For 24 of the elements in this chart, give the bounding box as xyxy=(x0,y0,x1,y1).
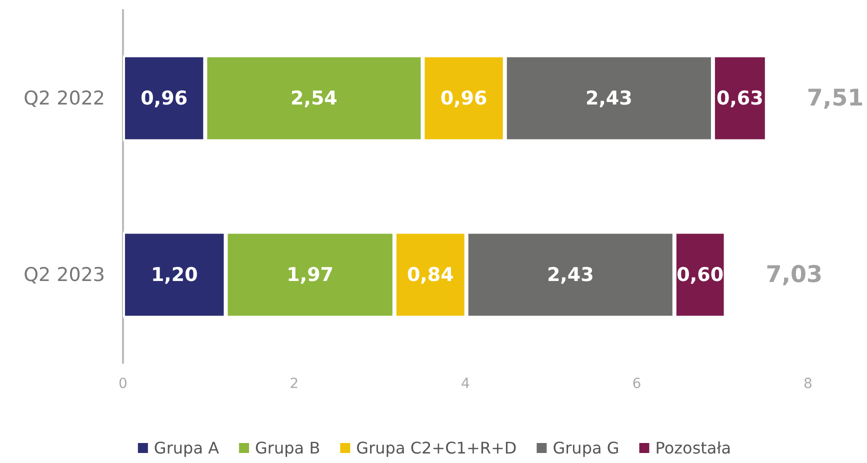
legend-label: Grupa A xyxy=(154,438,220,458)
x-tick-label: 4 xyxy=(461,376,470,392)
legend-label: Grupa C2+C1+R+D xyxy=(356,438,517,458)
x-tick-label: 0 xyxy=(118,376,128,392)
data-label: 0,96 xyxy=(440,87,488,110)
data-label: 2,54 xyxy=(290,87,338,110)
data-label: 1,20 xyxy=(150,264,198,286)
legend-label: Pozostała xyxy=(655,438,732,458)
data-label: 0,60 xyxy=(676,264,724,286)
y-tick-label: Q2 2022 xyxy=(24,87,105,110)
x-tick-label: 6 xyxy=(632,376,642,392)
x-tick-label: 8 xyxy=(804,376,812,392)
legend-label: Grupa B xyxy=(255,438,320,458)
total-label: 7,51 xyxy=(806,85,864,112)
data-label: 0,63 xyxy=(716,87,764,110)
legend-label: Grupa G xyxy=(552,438,620,458)
y-tick-label: Q2 2023 xyxy=(24,264,105,286)
data-label: 1,97 xyxy=(286,264,334,286)
data-label: 0,96 xyxy=(140,87,188,110)
data-label: 2,43 xyxy=(585,87,632,110)
data-label: 2,43 xyxy=(546,264,594,286)
x-tick-label: 2 xyxy=(290,376,299,392)
total-label: 7,03 xyxy=(766,262,823,288)
data-label: 0,84 xyxy=(406,264,454,286)
